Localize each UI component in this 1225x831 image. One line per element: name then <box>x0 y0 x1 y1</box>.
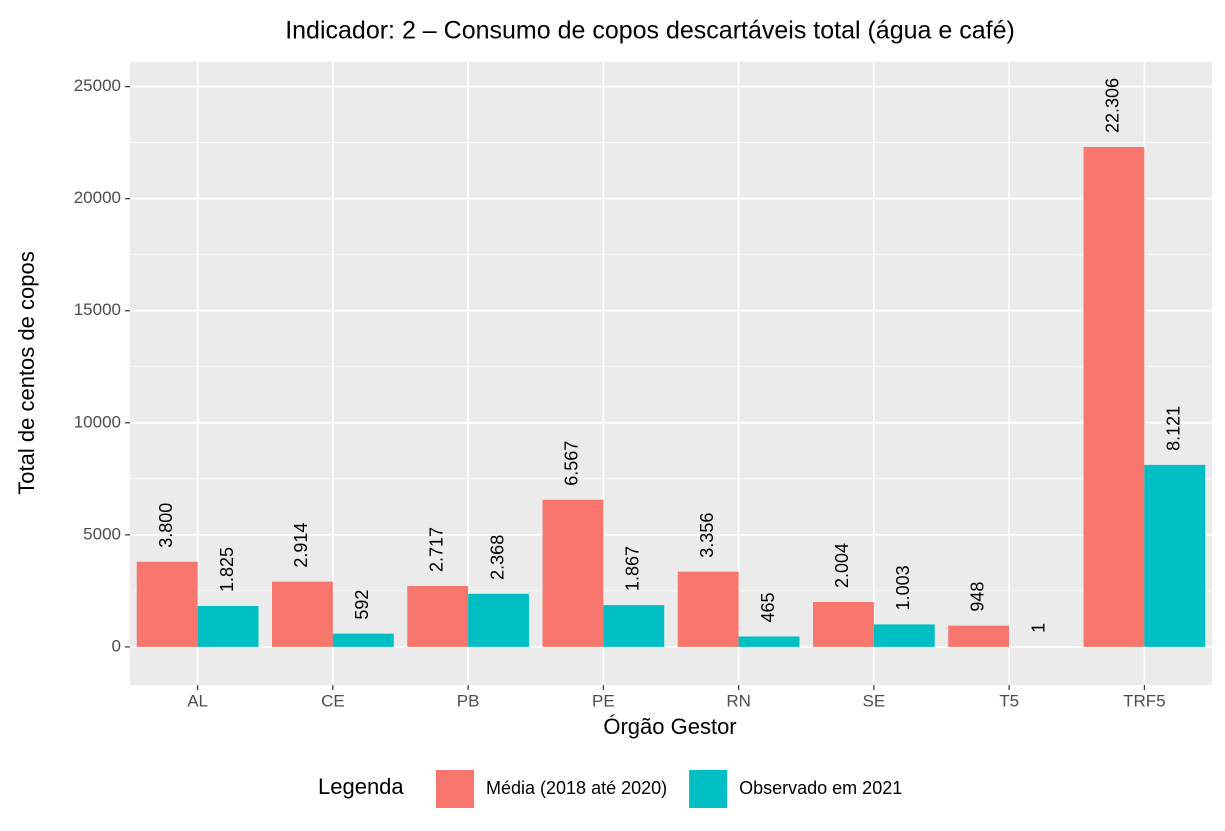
data-label: 1.003 <box>893 565 913 610</box>
legend-label: Observado em 2021 <box>739 778 902 798</box>
panel <box>130 62 1212 685</box>
bar <box>1144 464 1206 647</box>
x-axis-title: Órgão Gestor <box>603 714 736 739</box>
x-tick-label: TRF5 <box>1123 691 1166 710</box>
bar <box>813 601 874 647</box>
bar <box>197 606 259 647</box>
data-label: 22.306 <box>1103 78 1123 133</box>
legend-swatch <box>689 770 728 808</box>
legend-title: Legenda <box>318 774 404 799</box>
data-label: 2.004 <box>832 543 852 588</box>
x-tick-label: SE <box>863 691 886 710</box>
data-label: 2.914 <box>291 523 311 568</box>
y-tick-label: 5000 <box>83 524 121 543</box>
bar <box>468 593 529 647</box>
bar <box>603 605 665 647</box>
x-tick-label: T5 <box>999 691 1019 710</box>
y-tick-label: 25000 <box>74 76 121 95</box>
legend-label: Média (2018 até 2020) <box>486 778 667 798</box>
bar <box>948 625 1010 647</box>
y-tick-label: 10000 <box>74 412 121 431</box>
data-label: 592 <box>352 590 372 620</box>
x-tick-label: PE <box>592 691 615 710</box>
x-tick-label: AL <box>187 691 208 710</box>
data-label: 948 <box>967 582 987 612</box>
y-tick-label: 0 <box>112 636 121 655</box>
data-label: 1 <box>1028 623 1048 633</box>
bar <box>272 581 333 647</box>
y-tick-label: 15000 <box>74 300 121 319</box>
x-tick-label: PB <box>457 691 480 710</box>
y-tick-label: 20000 <box>74 188 121 207</box>
bar <box>738 636 800 647</box>
chart-title: Indicador: 2 – Consumo de copos descartá… <box>285 17 1015 45</box>
data-label: 3.356 <box>697 513 717 558</box>
bar <box>873 624 935 647</box>
bar <box>407 586 469 647</box>
data-label: 1.825 <box>217 547 237 592</box>
bar <box>677 571 739 647</box>
bar <box>542 499 604 647</box>
data-label: 465 <box>758 592 778 622</box>
bar <box>332 633 394 647</box>
legend: Legenda Média (2018 até 2020) Observado e… <box>318 770 902 808</box>
data-label: 2.368 <box>487 535 507 580</box>
data-label: 3.800 <box>156 503 176 548</box>
bar <box>136 561 198 647</box>
legend-swatch <box>436 770 474 808</box>
bar <box>1083 147 1145 647</box>
data-label: 1.867 <box>623 546 643 591</box>
data-label: 2.717 <box>426 527 446 572</box>
x-tick-label: CE <box>321 691 345 710</box>
data-label: 8.121 <box>1164 406 1184 451</box>
x-tick-label: RN <box>726 691 751 710</box>
data-label: 6.567 <box>562 441 582 486</box>
y-axis-title: Total de centos de copos <box>14 251 39 494</box>
